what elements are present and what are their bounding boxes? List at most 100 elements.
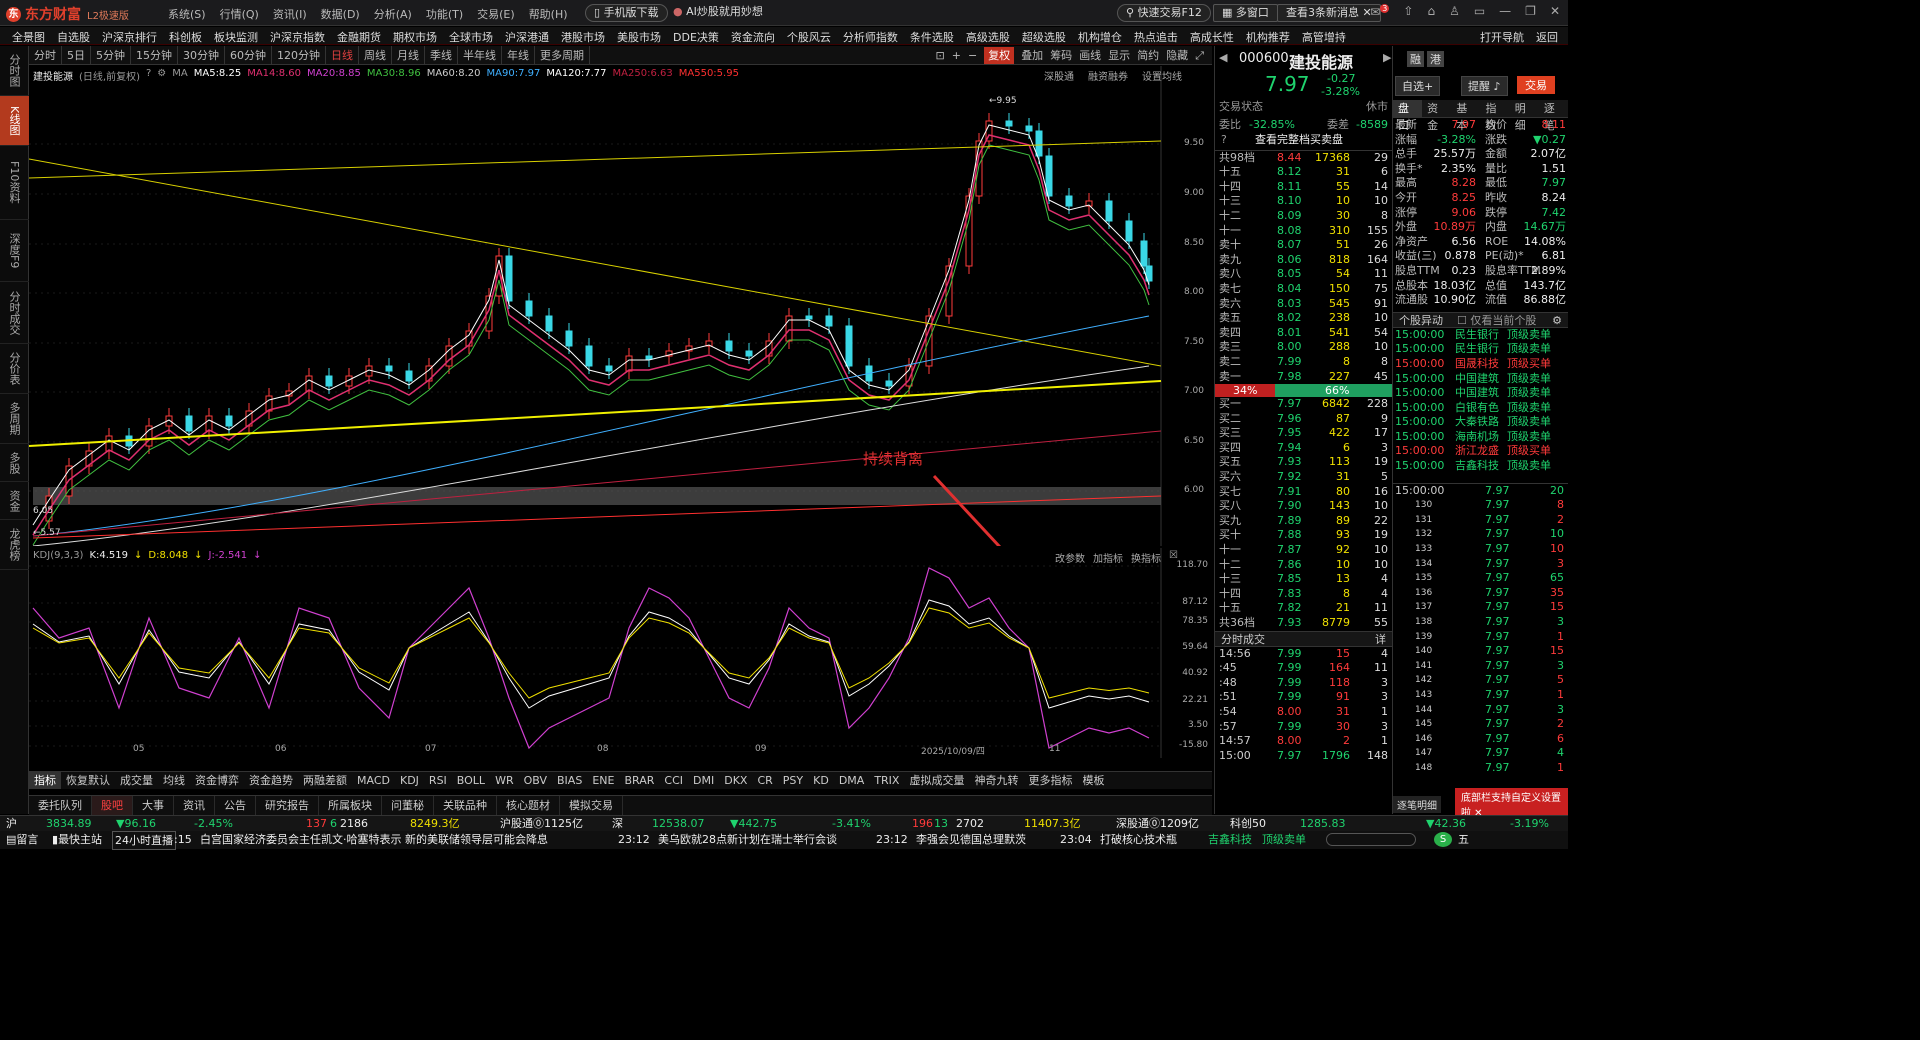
indicator-tab[interactable]: ENE: [592, 774, 615, 787]
shirt-icon[interactable]: ♙: [1449, 4, 1460, 18]
indicator-tab[interactable]: OBV: [523, 774, 548, 787]
stats-tab[interactable]: 资金: [1427, 102, 1439, 132]
indicator-tab[interactable]: BIAS: [557, 774, 583, 787]
ai-button[interactable]: ● AI炒股就用妙想: [665, 4, 771, 22]
indicator-tab[interactable]: 神奇九转: [974, 774, 1019, 787]
settings-icon[interactable]: ⚙: [157, 68, 167, 79]
nav-item[interactable]: 机构推荐: [1245, 31, 1290, 44]
nav-item[interactable]: 资金流向: [730, 31, 775, 44]
menu-item[interactable]: 系统(S): [168, 8, 206, 21]
indicator-tab[interactable]: 资金趋势: [249, 774, 293, 787]
indicator-tab[interactable]: BOLL: [456, 774, 486, 787]
period-tab[interactable]: 季线: [425, 46, 458, 65]
full-book-row[interactable]: ? 查看完整档买卖盘: [1215, 133, 1392, 151]
bottom-tab[interactable]: 大事: [133, 796, 174, 815]
movers-option[interactable]: ☐ 仅看当前个股: [1457, 313, 1537, 327]
indicator-tab[interactable]: WR: [495, 774, 514, 787]
nav-item[interactable]: 超级选股: [1021, 31, 1066, 44]
layout-icon[interactable]: ▭: [1473, 4, 1486, 18]
leftnav-item[interactable]: 分时图: [0, 46, 29, 96]
leftnav-item[interactable]: 资金: [0, 482, 29, 520]
trades-more[interactable]: 详: [1375, 632, 1386, 646]
mover-row[interactable]: 15:00:00 民生银行 顶级卖单: [1393, 328, 1568, 343]
stats-tab[interactable]: 明细: [1514, 102, 1526, 132]
nav-item[interactable]: 高成长性: [1189, 31, 1234, 44]
bottom-tab[interactable]: 研究报告: [256, 796, 319, 815]
watchlist-button[interactable]: 自选+: [1395, 76, 1441, 96]
settings-icon[interactable]: ⚙: [1552, 313, 1562, 327]
mail-icon[interactable]: ✉ 3: [1370, 4, 1390, 19]
up-icon[interactable]: ⇧: [1403, 4, 1414, 18]
indicator-link[interactable]: 换指标: [1131, 554, 1162, 565]
bottom-tab[interactable]: 核心题材: [497, 796, 560, 815]
nav-item[interactable]: 机构增仓: [1077, 31, 1122, 44]
menu-item[interactable]: 资讯(I): [272, 8, 307, 21]
period-tab[interactable]: 15分钟: [131, 46, 178, 65]
mobile-download-button[interactable]: ▯ 手机版下载: [585, 4, 668, 22]
indicator-tab[interactable]: CCI: [664, 774, 683, 787]
news-item-1[interactable]: 白宫国家经济委员会主任凯文·哈塞特表示 新的美联储领导层可能会降息: [200, 833, 548, 846]
nav-item[interactable]: 高级选股: [965, 31, 1010, 44]
hide-button[interactable]: 隐藏: [1166, 49, 1189, 62]
mover-row[interactable]: 15:00:00 国晟科技 顶级买单: [1393, 357, 1568, 372]
nav-item[interactable]: 港股市场: [561, 31, 605, 44]
stats-tab[interactable]: 逐笔: [1543, 102, 1555, 132]
close-icon[interactable]: ✕: [1362, 6, 1372, 19]
chips-button[interactable]: 筹码: [1050, 49, 1073, 62]
menu-item[interactable]: 帮助(H): [528, 8, 568, 21]
home-icon[interactable]: ⌂: [1427, 4, 1436, 18]
bottom-tab[interactable]: 所属板块: [319, 796, 382, 815]
alert-button[interactable]: 提醒 ♪: [1461, 76, 1508, 96]
leftnav-item[interactable]: K线图: [0, 96, 29, 146]
period-tab[interactable]: 5日: [62, 46, 91, 65]
mover-row[interactable]: 15:00:00 白银有色 顶级卖单: [1393, 401, 1568, 416]
bottom-tab[interactable]: 股吧: [92, 796, 133, 815]
nav-item[interactable]: 沪深港通: [505, 31, 549, 44]
indicator-tab[interactable]: 恢复默认: [66, 774, 110, 787]
lock-icon[interactable]: ⊡: [935, 49, 945, 62]
news-item-4[interactable]: 打破核心技术瓶: [1100, 833, 1177, 846]
drawline-button[interactable]: 画线: [1079, 49, 1102, 62]
menu-item[interactable]: 分析(A): [373, 8, 412, 21]
indicator-tab[interactable]: DMA: [838, 774, 865, 787]
full-book-link[interactable]: 查看完整档买卖盘: [1255, 132, 1343, 146]
multi-window-button[interactable]: ▦ 多窗口: [1213, 4, 1278, 22]
indicator-link[interactable]: 加指标: [1093, 554, 1124, 565]
mover-row[interactable]: 15:00:00 海南机场 顶级卖单: [1393, 430, 1568, 445]
leftnav-item[interactable]: 分价表: [0, 344, 29, 394]
chart-top-link[interactable]: 设置均线: [1142, 72, 1182, 83]
nav-item[interactable]: 期权市场: [393, 31, 437, 44]
indicator-tab[interactable]: 两融差额: [303, 774, 347, 787]
nav-item[interactable]: 沪深京排行: [102, 31, 157, 44]
period-tab[interactable]: 分时: [29, 46, 62, 65]
news-button[interactable]: 查看3条新消息 ✕: [1277, 4, 1381, 22]
nav-item[interactable]: 条件选股: [909, 31, 954, 44]
nav-item[interactable]: 全景图: [12, 31, 45, 44]
close-window-icon[interactable]: ✕: [1549, 4, 1560, 18]
trade-button[interactable]: 交易: [1517, 76, 1555, 94]
period-tab[interactable]: 年线: [502, 46, 535, 65]
nav-item[interactable]: 美股市场: [617, 31, 661, 44]
nav-item[interactable]: 自选股: [57, 31, 90, 44]
stats-tab[interactable]: 指数: [1485, 102, 1497, 132]
nav-right-item[interactable]: 打开导航: [1480, 31, 1524, 44]
indicator-tab[interactable]: 模板: [1082, 774, 1105, 787]
indicator-tab[interactable]: DMI: [693, 774, 715, 787]
news-item-3[interactable]: 李强会见德国总理默茨: [916, 833, 1026, 846]
period-tab[interactable]: 120分钟: [272, 46, 326, 65]
leftnav-item[interactable]: 多股: [0, 444, 29, 482]
leftnav-item[interactable]: 龙虎榜: [0, 520, 29, 570]
minimize-icon[interactable]: —: [1499, 4, 1512, 18]
indicator-tab[interactable]: PSY: [782, 774, 804, 787]
indicator-tab[interactable]: CR: [757, 774, 773, 787]
menu-item[interactable]: 功能(T): [425, 8, 464, 21]
fullscreen-icon[interactable]: ⤢: [1195, 49, 1204, 62]
period-tab[interactable]: 日线: [326, 46, 359, 65]
bottom-tab[interactable]: 公告: [215, 796, 256, 815]
mover-row[interactable]: 15:00:00 中国建筑 顶级卖单: [1393, 386, 1568, 401]
bottom-tab[interactable]: 问董秘: [382, 796, 434, 815]
period-tab[interactable]: 更多周期: [535, 46, 590, 65]
zoom-in-icon[interactable]: +: [951, 49, 961, 62]
nav-item[interactable]: 全球市场: [449, 31, 493, 44]
mover-row[interactable]: 15:00:00 浙江龙盛 顶级买单: [1393, 444, 1568, 459]
